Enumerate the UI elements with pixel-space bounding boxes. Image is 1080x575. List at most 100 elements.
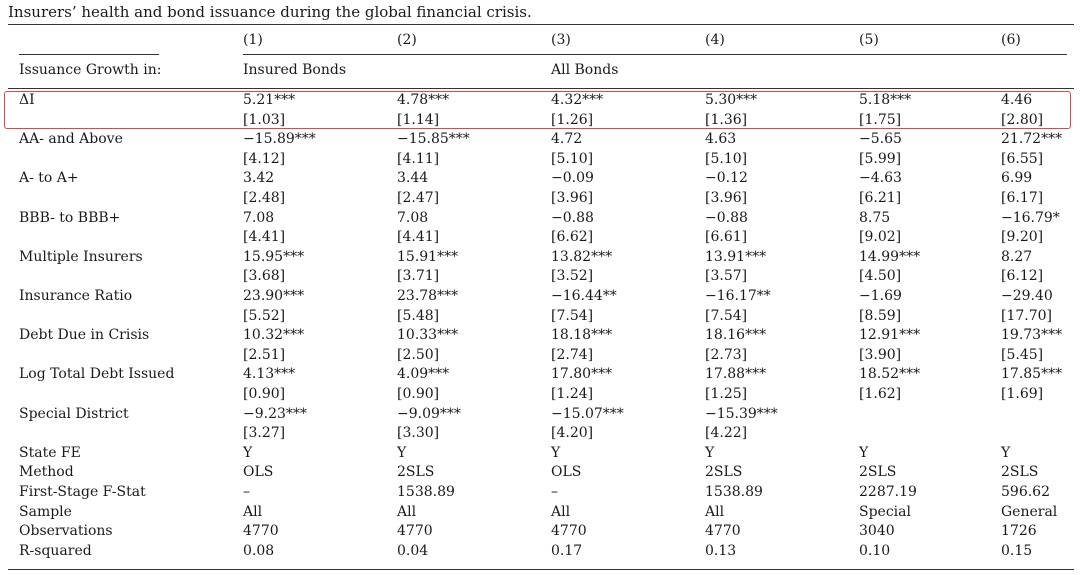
stat-value: Y: [397, 444, 407, 461]
std-error-cell: [3.71]: [397, 268, 440, 285]
coefficient-cell: −0.88: [551, 209, 594, 226]
header-bottom-rule: [8, 88, 1074, 89]
coefficient-cell: −15.07***: [551, 405, 624, 422]
coefficient-cell: −29.40: [1001, 288, 1053, 304]
std-error-cell: [1.75]: [859, 111, 902, 128]
std-error-cell: [6.61]: [705, 229, 748, 246]
coefficient-cell: 17.85***: [1001, 366, 1063, 383]
coefficient-cell: −0.09: [551, 170, 594, 187]
std-error-cell: [5.45]: [1001, 346, 1044, 363]
std-error-cell: [2.48]: [243, 190, 286, 206]
stat-value: 2SLS: [397, 464, 435, 481]
coefficient-cell: 10.33***: [397, 327, 459, 344]
std-error-cell: [3.96]: [705, 190, 748, 206]
row-label: BBB- to BBB+: [19, 209, 121, 226]
std-error-cell: [5.10]: [551, 150, 594, 167]
coefficient-cell: −5.65: [859, 131, 902, 148]
coefficient-cell: 8.27: [1001, 248, 1033, 265]
stat-value: Y: [551, 444, 561, 461]
coefficient-cell: −1.69: [859, 288, 902, 304]
coefficient-cell: 13.91***: [705, 248, 767, 265]
column-number: (3): [551, 32, 571, 48]
stat-value: Y: [859, 444, 869, 461]
group-label-all-bonds: All Bonds: [551, 62, 619, 78]
stat-value: Special: [859, 503, 911, 520]
std-error-cell: [4.41]: [243, 229, 286, 246]
stat-value: All: [243, 503, 263, 520]
coefficient-cell: 4.46: [1001, 92, 1033, 108]
std-error-cell: [5.48]: [397, 307, 440, 324]
std-error-cell: [4.50]: [859, 268, 902, 285]
std-error-cell: [0.90]: [243, 386, 286, 402]
top-rule: [8, 24, 1074, 25]
std-error-cell: [4.11]: [397, 150, 440, 167]
stat-value: 4770: [243, 523, 279, 540]
std-error-cell: [4.41]: [397, 229, 440, 246]
stat-value: OLS: [243, 464, 274, 481]
stat-value: 1726: [1001, 523, 1037, 540]
std-error-cell: [17.70]: [1001, 307, 1053, 324]
column-number: (5): [859, 32, 879, 48]
coefficient-cell: 4.63: [705, 131, 737, 148]
std-error-cell: [3.27]: [243, 425, 286, 442]
std-error-cell: [1.69]: [1001, 386, 1044, 402]
coefficient-cell: 6.99: [1001, 170, 1033, 187]
std-error-cell: [5.99]: [859, 150, 902, 167]
coefficient-cell: 23.78***: [397, 288, 459, 304]
highlight-box: [4, 91, 1071, 129]
std-error-cell: [2.80]: [1001, 111, 1044, 128]
coefficient-cell: 7.08: [397, 209, 429, 226]
stat-label: First-Stage F-Stat: [19, 484, 146, 500]
stat-value: 2SLS: [859, 464, 897, 481]
std-error-cell: [0.90]: [397, 386, 440, 402]
row-label: Multiple Insurers: [19, 248, 143, 265]
coefficient-cell: 3.42: [243, 170, 275, 187]
stat-value: All: [705, 503, 725, 520]
std-error-cell: [2.47]: [397, 190, 440, 206]
coefficient-cell: 4.13***: [243, 366, 296, 383]
stat-value: –: [243, 484, 250, 500]
stat-value: 596.62: [1001, 484, 1050, 500]
stat-label: State FE: [19, 444, 81, 461]
stat-value: Y: [1001, 444, 1011, 461]
stat-value: 0.13: [705, 542, 737, 559]
coefficient-cell: 5.30***: [705, 92, 758, 108]
stat-value: –: [551, 484, 558, 500]
std-error-cell: [6.55]: [1001, 150, 1044, 167]
column-number: (6): [1001, 32, 1021, 48]
stat-value: 0.04: [397, 542, 429, 559]
coefficient-cell: −9.23***: [243, 405, 307, 422]
coefficient-cell: −15.39***: [705, 405, 778, 422]
coefficient-cell: 13.82***: [551, 248, 613, 265]
coefficient-cell: −16.44**: [551, 288, 617, 304]
table-caption: Insurers’ health and bond issuance durin…: [8, 3, 532, 21]
bottom-rule: [8, 569, 1074, 570]
stat-value: All: [397, 503, 417, 520]
stat-value: 4770: [397, 523, 433, 540]
std-error-cell: [5.52]: [243, 307, 286, 324]
stat-value: All: [551, 503, 571, 520]
column-number: (4): [705, 32, 725, 48]
coefficient-cell: −0.88: [705, 209, 748, 226]
stat-value: 2SLS: [705, 464, 743, 481]
coefficient-cell: −16.17**: [705, 288, 771, 304]
coefficient-cell: 4.32***: [551, 92, 604, 108]
stat-value: OLS: [551, 464, 582, 481]
std-error-cell: [6.62]: [551, 229, 594, 246]
stat-value: Y: [705, 444, 715, 461]
column-number: (2): [397, 32, 417, 48]
std-error-cell: [7.54]: [551, 307, 594, 324]
coefficient-cell: 18.16***: [705, 327, 767, 344]
std-error-cell: [2.73]: [705, 346, 748, 363]
std-error-cell: [4.12]: [243, 150, 286, 167]
coefficient-cell: 12.91***: [859, 327, 921, 344]
stat-value: 2SLS: [1001, 464, 1039, 481]
coefficient-cell: 10.32***: [243, 327, 305, 344]
coefficient-cell: 23.90***: [243, 288, 305, 304]
std-error-cell: [1.03]: [243, 111, 286, 128]
std-error-cell: [1.14]: [397, 111, 440, 128]
std-error-cell: [3.30]: [397, 425, 440, 442]
std-error-cell: [2.50]: [397, 346, 440, 363]
coefficient-cell: 17.80***: [551, 366, 613, 383]
std-error-cell: [1.26]: [551, 111, 594, 128]
